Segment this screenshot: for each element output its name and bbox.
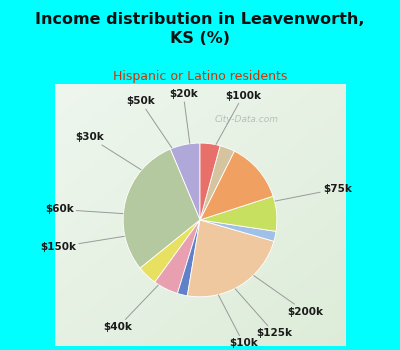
- Text: $20k: $20k: [169, 89, 198, 143]
- Wedge shape: [200, 196, 277, 231]
- Text: $60k: $60k: [45, 204, 123, 215]
- Text: $75k: $75k: [275, 184, 352, 201]
- Text: $125k: $125k: [235, 289, 293, 338]
- Wedge shape: [123, 149, 200, 268]
- Wedge shape: [170, 143, 200, 220]
- Text: $200k: $200k: [254, 275, 324, 317]
- Wedge shape: [155, 220, 200, 293]
- Wedge shape: [200, 146, 234, 220]
- Wedge shape: [200, 143, 220, 220]
- Text: Hispanic or Latino residents: Hispanic or Latino residents: [113, 70, 287, 83]
- Wedge shape: [187, 220, 274, 297]
- Text: $10k: $10k: [218, 295, 258, 348]
- Text: $30k: $30k: [75, 132, 141, 170]
- Text: $150k: $150k: [40, 236, 124, 252]
- Wedge shape: [200, 220, 276, 241]
- Text: $40k: $40k: [104, 285, 158, 332]
- Text: $50k: $50k: [126, 96, 172, 148]
- Wedge shape: [178, 220, 200, 296]
- Wedge shape: [140, 220, 200, 282]
- Text: City-Data.com: City-Data.com: [214, 116, 278, 125]
- Wedge shape: [200, 151, 273, 220]
- Text: $100k: $100k: [216, 91, 261, 145]
- Text: Income distribution in Leavenworth,
KS (%): Income distribution in Leavenworth, KS (…: [35, 12, 365, 46]
